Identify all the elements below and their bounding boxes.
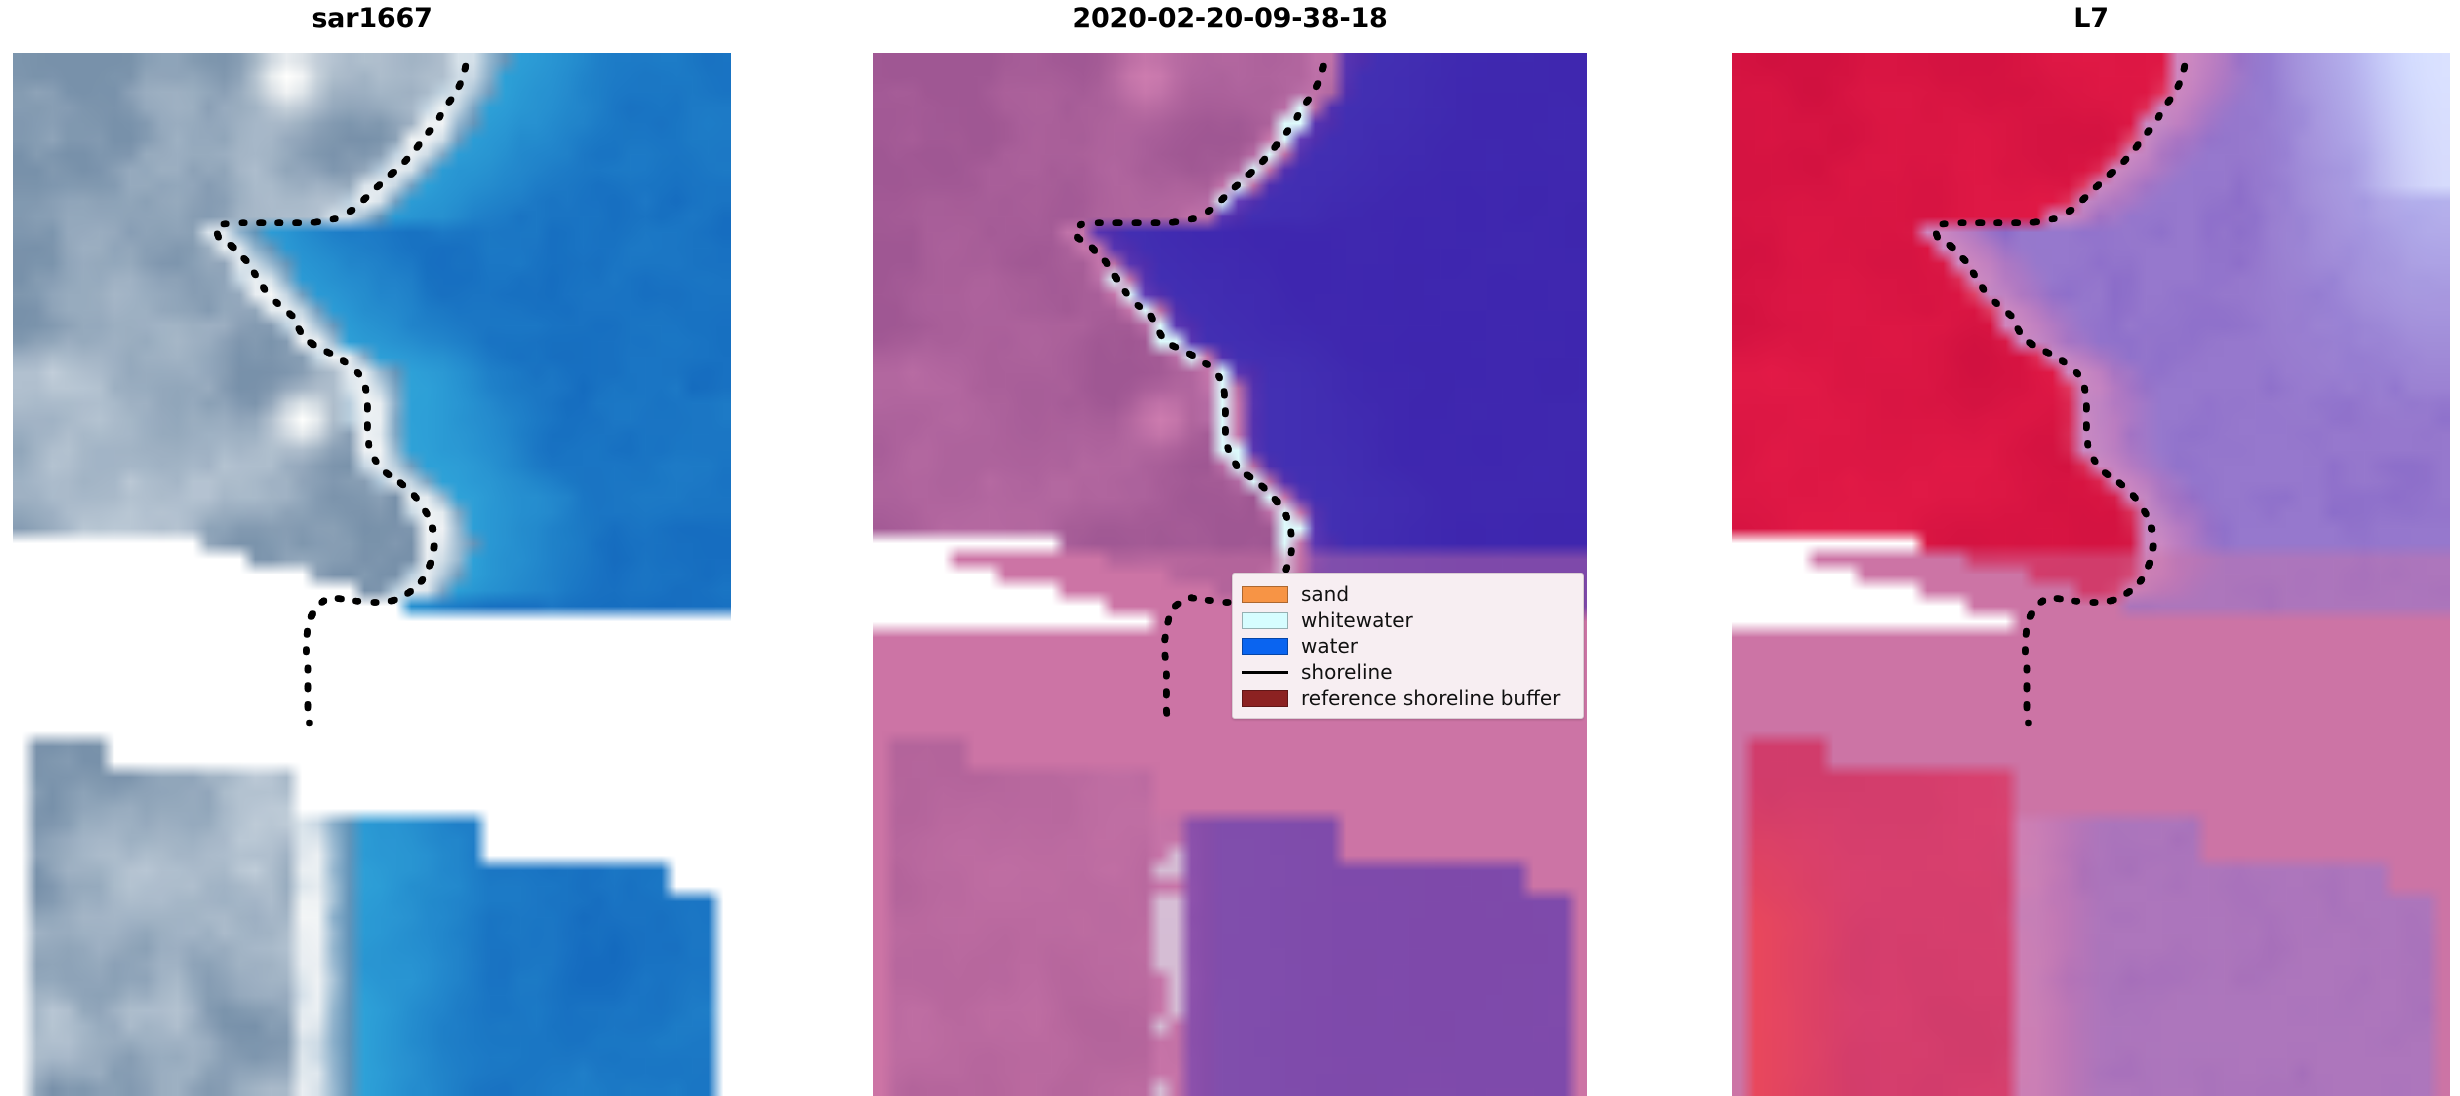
panel-title-l7: L7 bbox=[2073, 3, 2109, 34]
raster-sar1667 bbox=[13, 53, 731, 1096]
legend-box[interactable]: sand whitewater water shoreline referenc… bbox=[1232, 573, 1584, 719]
legend-label-water: water bbox=[1301, 634, 1358, 658]
legend-label-reference-buffer: reference shoreline buffer bbox=[1301, 686, 1561, 710]
panel-l7: L7 bbox=[1732, 0, 2450, 1096]
water-swatch bbox=[1242, 637, 1288, 655]
whitewater-swatch bbox=[1242, 611, 1288, 629]
legend-label-whitewater: whitewater bbox=[1301, 608, 1413, 632]
legend-item-whitewater[interactable]: whitewater bbox=[1242, 607, 1573, 633]
legend-item-sand[interactable]: sand bbox=[1242, 581, 1573, 607]
raster-l7 bbox=[1732, 53, 2450, 1096]
legend-label-sand: sand bbox=[1301, 582, 1350, 606]
legend-item-water[interactable]: water bbox=[1242, 633, 1573, 659]
reference-buffer-swatch bbox=[1242, 689, 1288, 707]
legend-item-shoreline[interactable]: shoreline bbox=[1242, 659, 1573, 685]
legend-label-shoreline: shoreline bbox=[1301, 660, 1393, 684]
axes-l7[interactable] bbox=[1732, 53, 2450, 1096]
axes-sar1667[interactable] bbox=[13, 53, 731, 1096]
legend-item-reference-buffer[interactable]: reference shoreline buffer bbox=[1242, 685, 1573, 711]
panel-classification: 2020-02-20-09-38-18 bbox=[873, 0, 1587, 1096]
sand-swatch bbox=[1242, 585, 1288, 603]
panel-sar1667: sar1667 bbox=[13, 0, 731, 1096]
panel-title-date: 2020-02-20-09-38-18 bbox=[1072, 3, 1388, 34]
shoreline-line-icon bbox=[1242, 670, 1288, 674]
panel-title-sar1667: sar1667 bbox=[311, 3, 433, 34]
